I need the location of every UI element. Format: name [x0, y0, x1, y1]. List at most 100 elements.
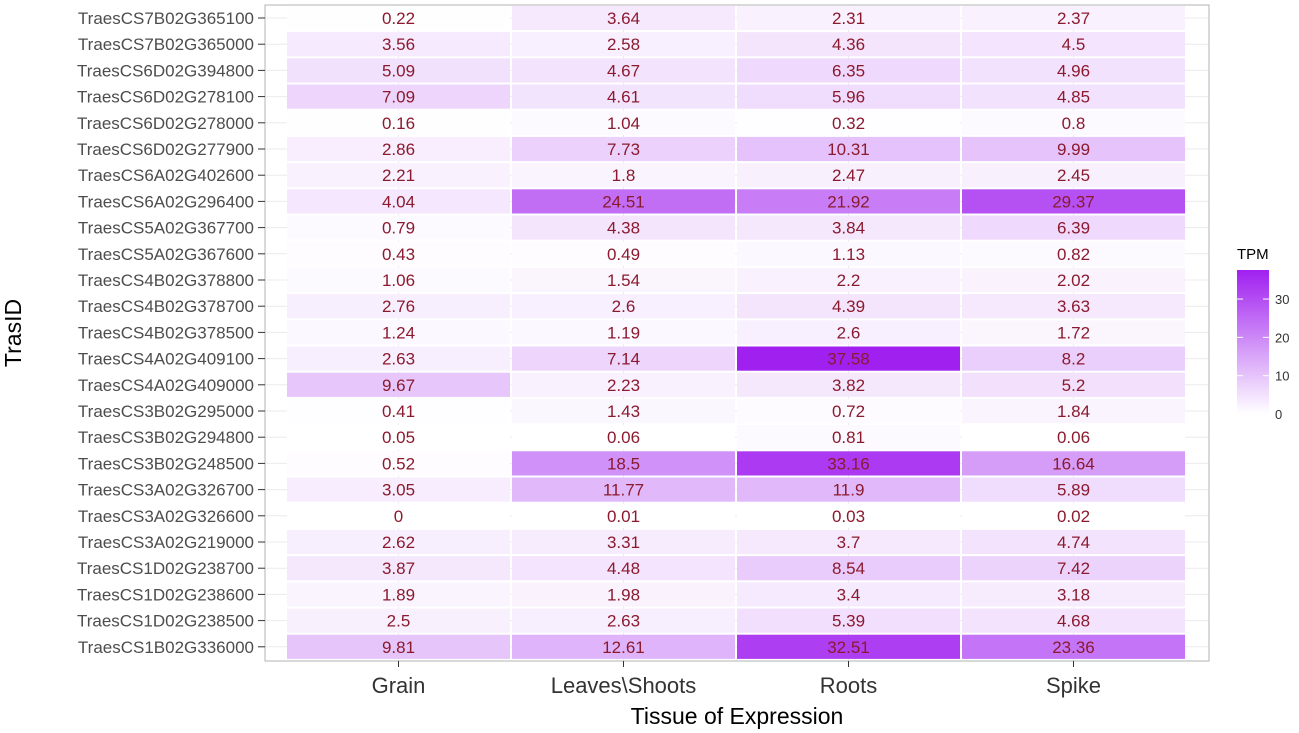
cell-value: 2.62 — [382, 533, 415, 552]
y-tick-label: TraesCS5A02G367700 — [78, 219, 254, 238]
cell-value: 1.89 — [382, 585, 415, 604]
heatmap-cell — [962, 163, 1185, 188]
cell-value: 29.37 — [1052, 192, 1095, 211]
x-axis-title: Tissue of Expression — [631, 703, 844, 729]
cell-value: 0.01 — [607, 507, 640, 526]
cell-value: 4.61 — [607, 88, 640, 107]
heatmap-cell — [737, 425, 960, 450]
heatmap-cell — [512, 5, 735, 31]
y-tick-label: TraesCS1B02G336000 — [78, 638, 254, 657]
x-tick-label: Roots — [820, 673, 877, 698]
heatmap-cell — [737, 477, 960, 502]
heatmap-cell — [737, 372, 960, 397]
heatmap-cell — [737, 451, 960, 476]
heatmap-cell — [962, 608, 1185, 633]
y-tick-label: TraesCS6D02G394800 — [77, 61, 254, 80]
cell-value: 1.54 — [607, 271, 640, 290]
cell-value: 1.19 — [607, 323, 640, 342]
y-tick-label: TraesCS4B02G378700 — [78, 297, 254, 316]
heatmap-cell — [962, 634, 1185, 659]
heatmap-cell — [737, 346, 960, 371]
heatmap-cell — [512, 215, 735, 240]
heatmap-cell — [287, 529, 510, 555]
cell-value: 0.41 — [382, 402, 415, 421]
heatmap-cell — [287, 163, 510, 188]
heatmap-cell — [962, 136, 1185, 162]
cell-value: 2.86 — [382, 140, 415, 159]
heatmap-cell — [737, 5, 960, 31]
cell-value: 21.92 — [827, 192, 870, 211]
heatmap-cell — [962, 84, 1185, 109]
heatmap-cell — [512, 556, 735, 581]
cell-value: 5.89 — [1057, 481, 1090, 500]
cell-value: 4.68 — [1057, 612, 1090, 631]
heatmap-cell — [962, 451, 1185, 476]
heatmap-cell — [512, 294, 735, 319]
heatmap-cell — [287, 215, 510, 240]
heatmap-cell — [737, 294, 960, 319]
heatmap-cell — [962, 398, 1185, 424]
heatmap-cell — [512, 451, 735, 476]
cell-value: 0.16 — [382, 114, 415, 133]
y-tick-label: TraesCS4A02G409000 — [78, 376, 254, 395]
heatmap-cell — [287, 84, 510, 109]
heatmap-cell — [512, 84, 735, 109]
cell-value: 1.06 — [382, 271, 415, 290]
cell-value: 0.81 — [832, 428, 865, 447]
cell-value: 2.6 — [837, 323, 861, 342]
y-tick-label: TraesCS6D02G277900 — [77, 140, 254, 159]
cell-value: 0.82 — [1057, 245, 1090, 264]
cell-value: 2.37 — [1057, 9, 1090, 28]
heatmap-cell — [287, 556, 510, 581]
cell-value: 1.84 — [1057, 402, 1090, 421]
cell-value: 3.63 — [1057, 297, 1090, 316]
y-tick-label: TraesCS6D02G278000 — [77, 114, 254, 133]
cell-value: 0.32 — [832, 114, 865, 133]
cell-value: 1.04 — [607, 114, 640, 133]
cell-value: 0.79 — [382, 219, 415, 238]
cell-value: 2.47 — [832, 166, 865, 185]
cell-value: 8.54 — [832, 559, 865, 578]
cell-value: 4.5 — [1062, 35, 1086, 54]
y-tick-label: TraesCS1D02G238600 — [77, 585, 254, 604]
y-tick-label: TraesCS1D02G238700 — [77, 559, 254, 578]
cell-value: 3.82 — [832, 376, 865, 395]
heatmap-cell — [512, 477, 735, 502]
heatmap-cell — [512, 267, 735, 293]
heatmap-cell — [962, 32, 1185, 57]
cell-value: 7.73 — [607, 140, 640, 159]
cell-value: 0.06 — [1057, 428, 1090, 447]
heatmap-cell — [287, 136, 510, 162]
heatmap-cell — [512, 136, 735, 162]
cell-value: 2.2 — [837, 271, 861, 290]
y-tick-label: TraesCS4B02G378500 — [78, 323, 254, 342]
cell-value: 4.04 — [382, 192, 415, 211]
y-tick-label: TraesCS7B02G365100 — [78, 9, 254, 28]
x-tick-label: Leaves\Shoots — [551, 673, 697, 698]
cell-value: 11.9 — [833, 481, 865, 500]
cell-value: 24.51 — [602, 192, 645, 211]
cell-value: 4.38 — [607, 219, 640, 238]
heatmap-cell — [962, 267, 1185, 293]
cell-value: 4.36 — [832, 35, 865, 54]
legend-tick-label: 0 — [1275, 407, 1282, 422]
cell-value: 10.31 — [827, 140, 870, 159]
heatmap-cell — [737, 189, 960, 214]
heatmap-cell — [287, 425, 510, 450]
cell-value: 1.24 — [382, 323, 415, 342]
x-tick-label: Grain — [372, 673, 426, 698]
y-tick-label: TraesCS3B02G294800 — [78, 428, 254, 447]
heatmap-cell — [512, 163, 735, 188]
y-tick-label: TraesCS6A02G296400 — [78, 192, 254, 211]
cell-value: 32.51 — [827, 638, 870, 657]
heatmap-cell — [512, 32, 735, 57]
cell-value: 0.52 — [382, 454, 415, 473]
heatmap-cell — [512, 189, 735, 214]
legend-ticks: 0 10 20 30 — [1237, 292, 1289, 422]
cell-value: 3.7 — [837, 533, 861, 552]
legend-tick-label: 10 — [1275, 369, 1289, 384]
heatmap-cell — [512, 582, 735, 607]
cell-value: 33.16 — [827, 454, 870, 473]
heatmap-cell — [737, 503, 960, 528]
cell-value: 23.36 — [1052, 638, 1095, 657]
